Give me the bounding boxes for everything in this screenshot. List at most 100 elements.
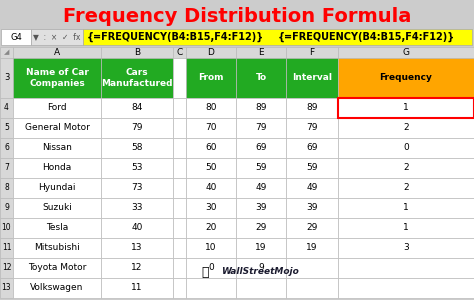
FancyBboxPatch shape: [13, 258, 101, 278]
FancyBboxPatch shape: [236, 258, 286, 278]
FancyBboxPatch shape: [13, 218, 101, 238]
FancyBboxPatch shape: [173, 118, 186, 138]
Text: 79: 79: [131, 124, 143, 133]
Text: 40: 40: [131, 224, 143, 232]
FancyBboxPatch shape: [186, 178, 236, 198]
Text: Frequency: Frequency: [380, 74, 432, 82]
Text: Nissan: Nissan: [42, 143, 72, 152]
Text: F: F: [310, 48, 315, 57]
FancyBboxPatch shape: [13, 118, 101, 138]
Text: To: To: [255, 74, 266, 82]
Text: 11: 11: [131, 284, 143, 292]
Text: 49: 49: [255, 184, 267, 193]
Text: Ford: Ford: [47, 103, 67, 112]
FancyBboxPatch shape: [0, 238, 13, 258]
Text: Frequency Distribution Formula: Frequency Distribution Formula: [63, 7, 411, 26]
Text: 19: 19: [306, 244, 318, 253]
FancyBboxPatch shape: [173, 278, 186, 298]
Text: 6: 6: [4, 143, 9, 152]
Text: ◢: ◢: [4, 50, 9, 56]
FancyBboxPatch shape: [101, 218, 173, 238]
FancyBboxPatch shape: [0, 198, 13, 218]
FancyBboxPatch shape: [173, 158, 186, 178]
FancyBboxPatch shape: [13, 178, 101, 198]
Text: 0: 0: [403, 143, 409, 152]
Text: Name of Car
Companies: Name of Car Companies: [26, 68, 89, 88]
FancyBboxPatch shape: [173, 98, 186, 118]
Text: 10: 10: [2, 224, 11, 232]
Text: 70: 70: [205, 124, 217, 133]
FancyBboxPatch shape: [236, 218, 286, 238]
FancyBboxPatch shape: [236, 238, 286, 258]
Text: 11: 11: [2, 244, 11, 253]
Text: 9: 9: [4, 203, 9, 212]
Text: 19: 19: [255, 244, 267, 253]
Text: From: From: [198, 74, 224, 82]
FancyBboxPatch shape: [186, 278, 236, 298]
FancyBboxPatch shape: [173, 198, 186, 218]
Text: 2: 2: [403, 124, 409, 133]
FancyBboxPatch shape: [0, 118, 13, 138]
FancyBboxPatch shape: [173, 258, 186, 278]
FancyBboxPatch shape: [338, 158, 474, 178]
Text: 3: 3: [4, 74, 9, 82]
FancyBboxPatch shape: [101, 98, 173, 118]
FancyBboxPatch shape: [186, 158, 236, 178]
FancyBboxPatch shape: [286, 238, 338, 258]
FancyBboxPatch shape: [286, 138, 338, 158]
FancyBboxPatch shape: [101, 198, 173, 218]
Text: Tesla: Tesla: [46, 224, 68, 232]
FancyBboxPatch shape: [1, 29, 31, 45]
FancyBboxPatch shape: [173, 238, 186, 258]
FancyBboxPatch shape: [83, 29, 472, 45]
FancyBboxPatch shape: [338, 218, 474, 238]
FancyBboxPatch shape: [286, 198, 338, 218]
Text: 13: 13: [131, 244, 143, 253]
Text: Hyundai: Hyundai: [38, 184, 76, 193]
FancyBboxPatch shape: [286, 258, 338, 278]
FancyBboxPatch shape: [0, 47, 13, 58]
Text: 8: 8: [4, 184, 9, 193]
FancyBboxPatch shape: [173, 58, 186, 98]
Text: 5: 5: [4, 124, 9, 133]
Text: Cars
Manufactured: Cars Manufactured: [101, 68, 173, 88]
Text: 69: 69: [306, 143, 318, 152]
Text: 79: 79: [306, 124, 318, 133]
Text: 1: 1: [403, 224, 409, 232]
Text: 1: 1: [403, 203, 409, 212]
Text: {=FREQUENCY(B4:B15,F4:F12)}: {=FREQUENCY(B4:B15,F4:F12)}: [87, 32, 264, 42]
FancyBboxPatch shape: [0, 58, 13, 98]
FancyBboxPatch shape: [101, 278, 173, 298]
Text: 1: 1: [403, 103, 409, 112]
FancyBboxPatch shape: [13, 198, 101, 218]
Text: 79: 79: [255, 124, 267, 133]
FancyBboxPatch shape: [236, 118, 286, 138]
FancyBboxPatch shape: [338, 258, 474, 278]
Text: 29: 29: [306, 224, 318, 232]
Text: 13: 13: [2, 284, 11, 292]
FancyBboxPatch shape: [101, 58, 173, 98]
FancyBboxPatch shape: [101, 238, 173, 258]
FancyBboxPatch shape: [173, 178, 186, 198]
FancyBboxPatch shape: [0, 98, 13, 118]
Text: G: G: [402, 48, 410, 57]
Text: 7: 7: [4, 164, 9, 172]
FancyBboxPatch shape: [338, 138, 474, 158]
Text: Mitsubishi: Mitsubishi: [34, 244, 80, 253]
FancyBboxPatch shape: [13, 98, 101, 118]
FancyBboxPatch shape: [186, 138, 236, 158]
FancyBboxPatch shape: [236, 138, 286, 158]
Text: 2: 2: [403, 164, 409, 172]
FancyBboxPatch shape: [236, 198, 286, 218]
Text: WallStreetMojo: WallStreetMojo: [221, 268, 299, 277]
FancyBboxPatch shape: [0, 158, 13, 178]
FancyBboxPatch shape: [101, 138, 173, 158]
FancyBboxPatch shape: [236, 278, 286, 298]
FancyBboxPatch shape: [338, 47, 474, 58]
Text: 33: 33: [131, 203, 143, 212]
Text: ▼  :  ×  ✓  fx: ▼ : × ✓ fx: [33, 32, 81, 41]
FancyBboxPatch shape: [286, 178, 338, 198]
FancyBboxPatch shape: [286, 118, 338, 138]
FancyBboxPatch shape: [101, 158, 173, 178]
FancyBboxPatch shape: [236, 178, 286, 198]
